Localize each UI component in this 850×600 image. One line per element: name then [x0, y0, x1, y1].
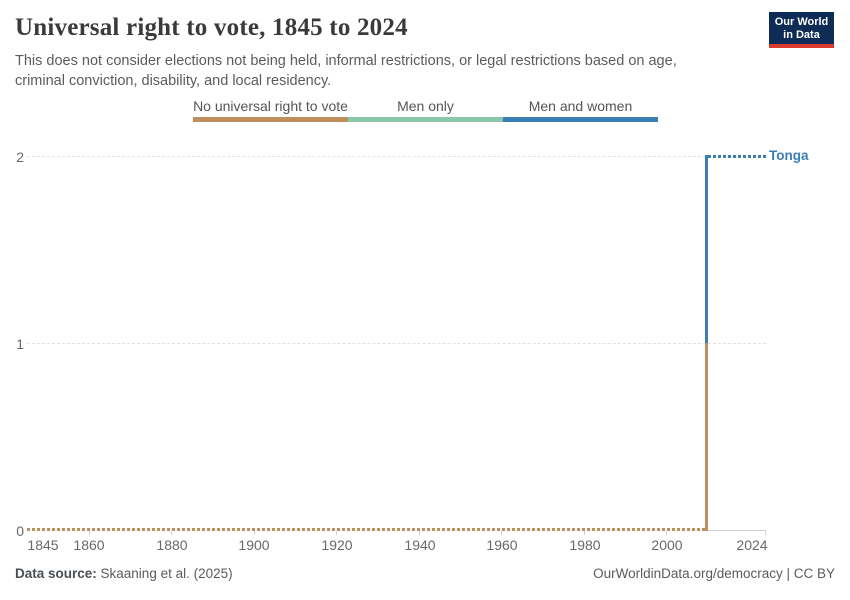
series-step-upper-blue[interactable] — [705, 155, 708, 343]
x-tick-1920 — [336, 531, 337, 535]
entity-label-tonga[interactable]: Tonga — [769, 148, 809, 163]
legend-label: Men only — [397, 98, 454, 114]
x-axis-line — [707, 530, 766, 531]
legend-item-men-and-women[interactable]: Men and women — [503, 99, 658, 122]
x-tick-2000 — [666, 531, 667, 535]
x-axis-label-1880: 1880 — [156, 537, 188, 553]
legend-item-no-universal-right[interactable]: No universal right to vote — [193, 99, 348, 122]
legend-label: No universal right to vote — [193, 98, 348, 114]
x-axis-label-1845: 1845 — [27, 537, 59, 553]
owid-logo[interactable]: Our World in Data — [769, 12, 834, 48]
x-tick-1880 — [171, 531, 172, 535]
owid-logo-box: Our World in Data — [769, 12, 834, 44]
series-step-lower-orange[interactable] — [705, 343, 708, 531]
legend-swatch-men-and-women — [503, 117, 658, 122]
x-axis-label-1940: 1940 — [404, 537, 436, 553]
owid-license-link[interactable]: OurWorldinData.org/democracy | CC BY — [593, 566, 835, 581]
x-tick-1980 — [584, 531, 585, 535]
y-axis-label-2: 2 — [16, 149, 24, 165]
x-axis-label-1900: 1900 — [238, 537, 270, 553]
y-axis-label-0: 0 — [16, 523, 24, 539]
gridline-y1 — [27, 343, 766, 344]
x-axis-label-1920: 1920 — [321, 537, 353, 553]
x-axis-label-2000: 2000 — [651, 537, 683, 553]
x-axis-label-1960: 1960 — [486, 537, 518, 553]
series-segment-men-and-women[interactable] — [708, 155, 766, 158]
y-axis-label-1: 1 — [16, 336, 24, 352]
legend-swatch-no-vote — [193, 117, 348, 122]
x-tick-1960 — [501, 531, 502, 535]
owid-logo-redbar — [769, 44, 834, 48]
x-axis-label-1980: 1980 — [569, 537, 601, 553]
x-axis-label-2024: 2024 — [736, 537, 768, 553]
owid-logo-line2: in Data — [783, 28, 820, 41]
data-source-label: Data source: — [15, 566, 97, 581]
gridline-y2 — [27, 156, 766, 157]
owid-logo-line1: Our World — [774, 16, 829, 28]
x-tick-1940 — [419, 531, 420, 535]
legend-item-men-only[interactable]: Men only — [348, 99, 503, 122]
series-segment-no-vote[interactable] — [27, 528, 707, 531]
x-tick-2024 — [765, 531, 766, 535]
data-source-note: Data source: Skaaning et al. (2025) — [15, 566, 233, 581]
x-tick-1900 — [254, 531, 255, 535]
legend-swatch-men-only — [348, 117, 503, 122]
legend: No universal right to vote Men only Men … — [193, 99, 658, 122]
data-source-value: Skaaning et al. (2025) — [96, 566, 233, 581]
x-tick-1860 — [89, 531, 90, 535]
x-axis-label-1860: 1860 — [73, 537, 105, 553]
page-title: Universal right to vote, 1845 to 2024 — [15, 14, 408, 41]
chart-subtitle: This does not consider elections not bei… — [15, 53, 677, 89]
legend-label: Men and women — [528, 98, 633, 114]
